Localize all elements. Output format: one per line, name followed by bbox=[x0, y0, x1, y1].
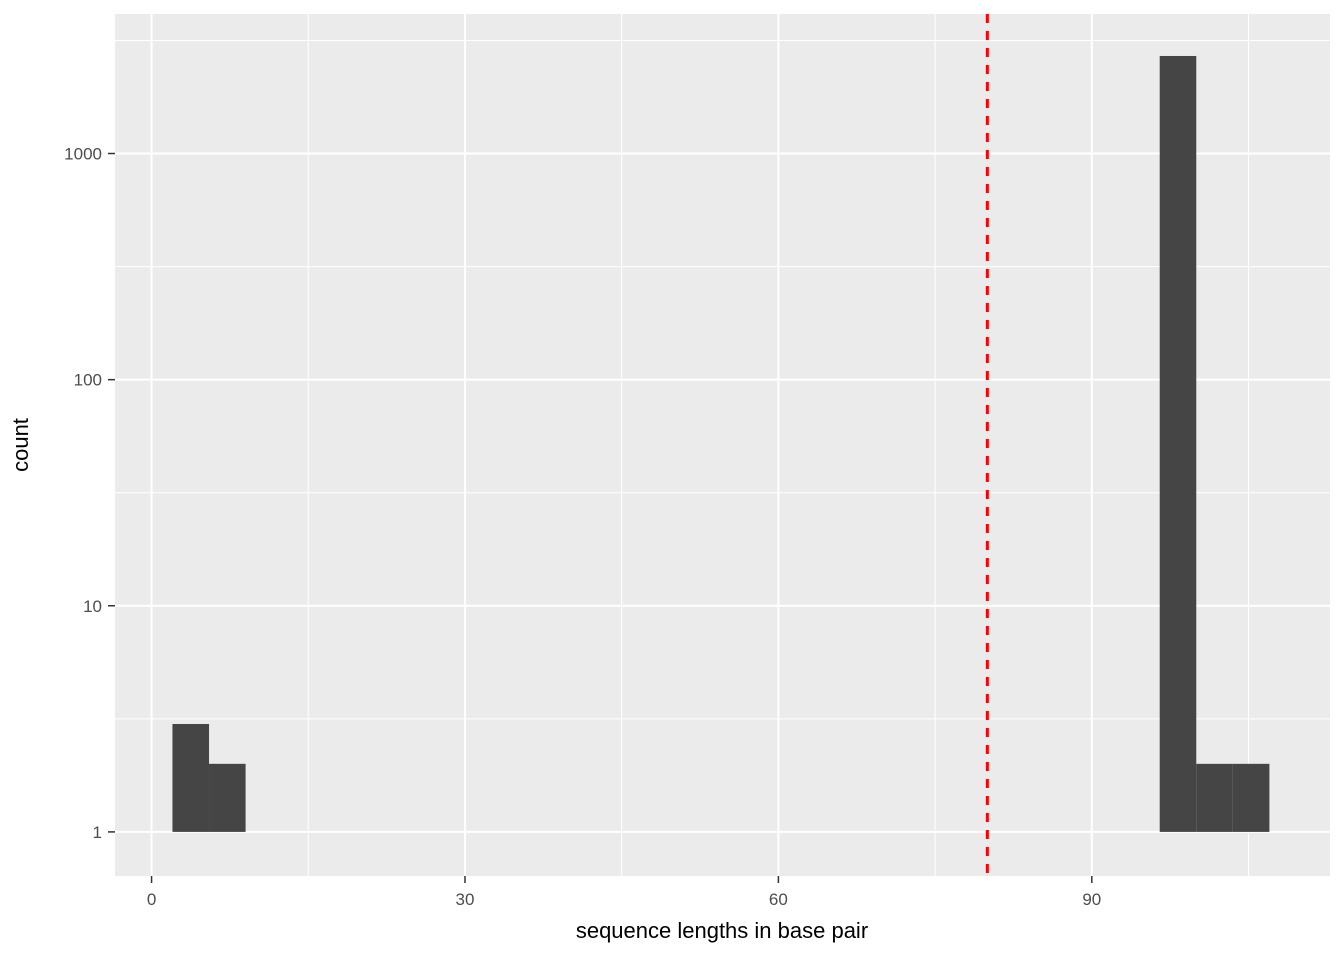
x-tick-label: 30 bbox=[456, 890, 475, 909]
x-axis-title: sequence lengths in base pair bbox=[576, 918, 868, 943]
histogram-bar bbox=[1159, 55, 1197, 832]
histogram-bar bbox=[1232, 763, 1270, 832]
y-tick-label: 100 bbox=[74, 371, 102, 390]
x-tick-label: 60 bbox=[769, 890, 788, 909]
y-axis-title: count bbox=[8, 418, 33, 472]
y-tick-label: 10 bbox=[83, 597, 102, 616]
plot-panel bbox=[115, 14, 1330, 876]
y-tick-label: 1000 bbox=[64, 145, 102, 164]
histogram-bar bbox=[172, 724, 210, 832]
y-tick-label: 1 bbox=[93, 823, 102, 842]
histogram-bar bbox=[1196, 763, 1233, 832]
x-tick-label: 0 bbox=[147, 890, 156, 909]
histogram-bar bbox=[209, 763, 246, 832]
chart-generated-layer: 0 30 60 90 1 10 100 1000 bbox=[64, 14, 1330, 909]
x-tick-label: 90 bbox=[1082, 890, 1101, 909]
